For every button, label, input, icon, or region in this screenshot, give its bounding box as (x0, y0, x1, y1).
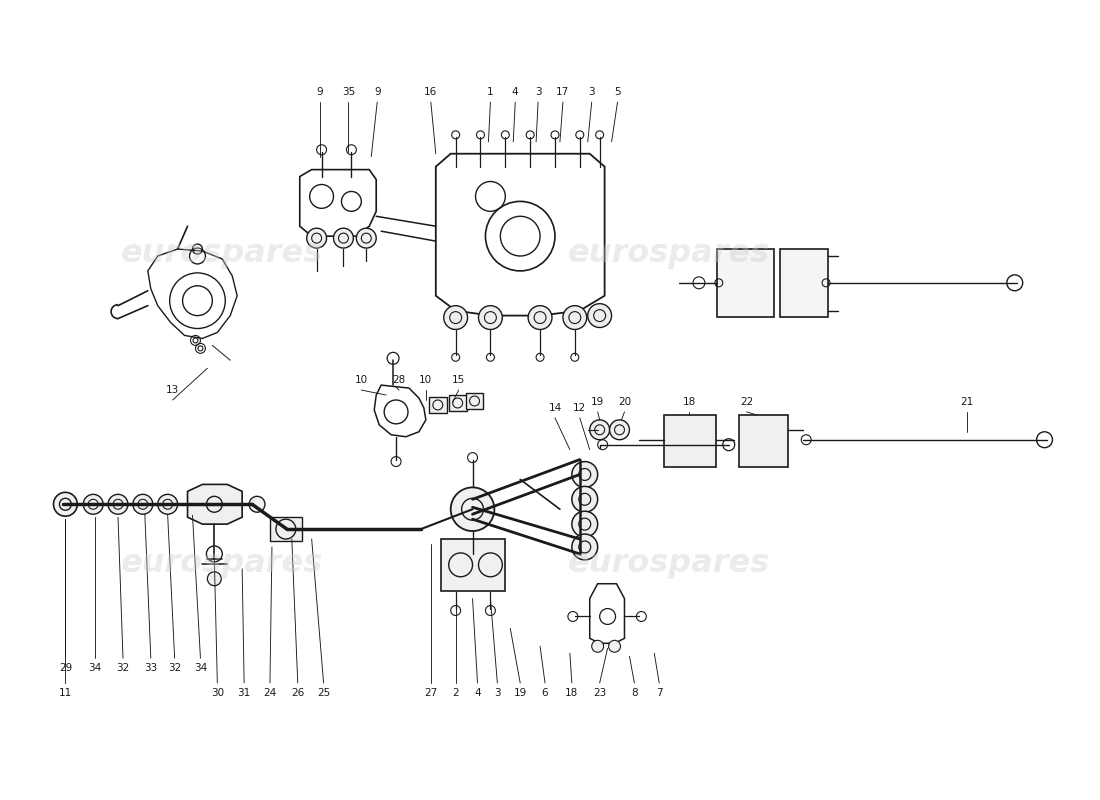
Circle shape (590, 420, 609, 440)
Circle shape (528, 306, 552, 330)
Polygon shape (187, 485, 242, 524)
Text: 10: 10 (355, 375, 367, 385)
Text: 16: 16 (425, 87, 438, 97)
Text: 6: 6 (541, 688, 548, 698)
Circle shape (108, 494, 128, 514)
Circle shape (572, 534, 597, 560)
Text: 15: 15 (452, 375, 465, 385)
Circle shape (54, 492, 77, 516)
Text: 34: 34 (194, 663, 207, 673)
Text: 35: 35 (342, 87, 355, 97)
Text: 18: 18 (682, 397, 695, 407)
Polygon shape (429, 397, 447, 413)
Bar (441, 539, 505, 590)
Circle shape (563, 306, 586, 330)
Text: eurospares: eurospares (568, 238, 770, 269)
Text: eurospares: eurospares (121, 238, 323, 269)
Circle shape (572, 462, 597, 487)
Text: 4: 4 (512, 87, 518, 97)
Text: 34: 34 (89, 663, 102, 673)
Circle shape (84, 494, 103, 514)
Text: 28: 28 (393, 375, 406, 385)
Text: 32: 32 (117, 663, 130, 673)
Text: 31: 31 (238, 688, 251, 698)
Circle shape (249, 496, 265, 512)
Text: 21: 21 (960, 397, 974, 407)
Circle shape (572, 511, 597, 537)
Text: 23: 23 (593, 688, 606, 698)
Bar (780, 249, 828, 317)
Circle shape (208, 572, 221, 586)
Text: 19: 19 (514, 688, 527, 698)
Text: 4: 4 (474, 688, 481, 698)
Text: 3: 3 (535, 87, 541, 97)
Text: 27: 27 (425, 688, 438, 698)
Text: 25: 25 (317, 688, 330, 698)
Text: 26: 26 (292, 688, 305, 698)
Text: 18: 18 (565, 688, 579, 698)
Text: 2: 2 (452, 688, 459, 698)
Text: 33: 33 (144, 663, 157, 673)
Bar (739, 415, 789, 466)
Text: 30: 30 (211, 688, 224, 698)
Circle shape (157, 494, 177, 514)
Text: 10: 10 (419, 375, 432, 385)
Text: 20: 20 (618, 397, 631, 407)
Circle shape (478, 306, 503, 330)
Circle shape (443, 306, 468, 330)
Circle shape (451, 487, 494, 531)
Text: 29: 29 (58, 663, 72, 673)
Text: 32: 32 (168, 663, 182, 673)
Text: eurospares: eurospares (121, 548, 323, 579)
Text: 7: 7 (656, 688, 662, 698)
Circle shape (356, 228, 376, 248)
Circle shape (587, 304, 612, 327)
Text: 22: 22 (740, 397, 754, 407)
Text: 19: 19 (591, 397, 604, 407)
Circle shape (609, 420, 629, 440)
Circle shape (572, 486, 597, 512)
Circle shape (333, 228, 353, 248)
Text: 3: 3 (494, 688, 501, 698)
Text: 24: 24 (263, 688, 276, 698)
Circle shape (592, 640, 604, 652)
Bar (717, 249, 774, 317)
Text: 13: 13 (166, 385, 179, 395)
Text: 3: 3 (588, 87, 595, 97)
Circle shape (608, 640, 620, 652)
Text: 9: 9 (374, 87, 381, 97)
Polygon shape (449, 395, 466, 411)
Circle shape (133, 494, 153, 514)
Circle shape (307, 228, 327, 248)
Text: 1: 1 (487, 87, 494, 97)
Text: 11: 11 (58, 688, 72, 698)
Text: 12: 12 (573, 403, 586, 413)
Polygon shape (465, 393, 484, 409)
Text: 17: 17 (557, 87, 570, 97)
Text: 9: 9 (317, 87, 323, 97)
Bar (270, 517, 301, 541)
Text: 5: 5 (614, 87, 620, 97)
Bar (664, 415, 716, 466)
Text: eurospares: eurospares (568, 548, 770, 579)
Text: 14: 14 (548, 403, 562, 413)
Text: 8: 8 (631, 688, 638, 698)
